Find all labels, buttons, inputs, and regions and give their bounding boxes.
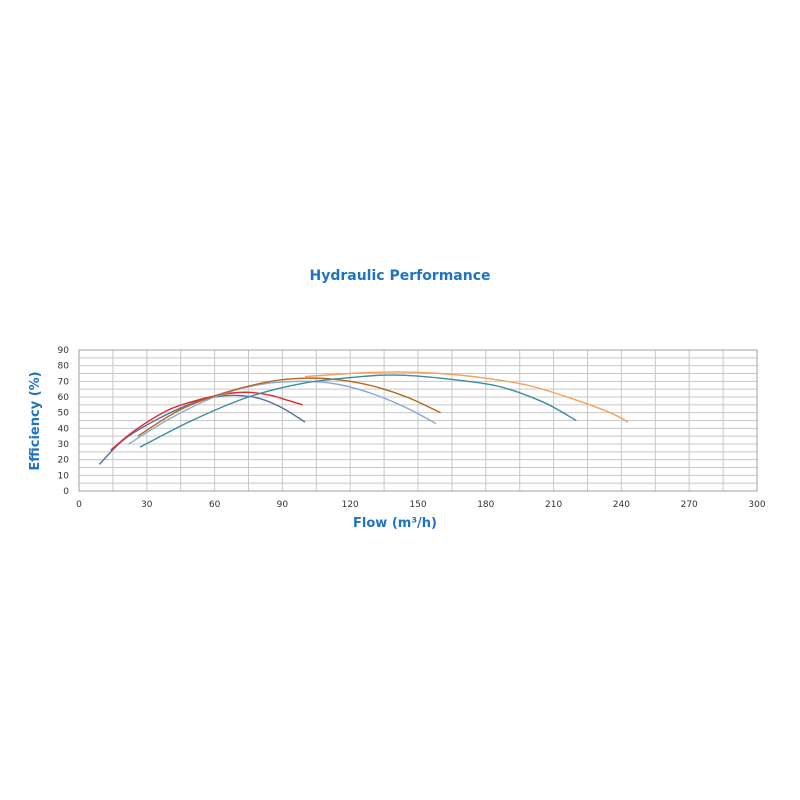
y-tick-label: 30 [58, 440, 70, 450]
y-tick-label: 10 [58, 471, 70, 481]
x-tick-label: 150 [409, 500, 426, 510]
x-tick-label: 90 [277, 500, 289, 510]
series-line-6 [304, 371, 629, 423]
x-tick-label: 240 [613, 500, 630, 510]
y-tick-label: 90 [58, 346, 70, 356]
series-line-3 [128, 380, 437, 445]
x-tick-label: 0 [76, 500, 82, 510]
y-tick-label: 40 [58, 424, 70, 434]
chart-title: Hydraulic Performance [309, 268, 491, 284]
y-tick-label: 0 [63, 487, 69, 497]
series-line-4 [137, 377, 441, 437]
y-tick-labels: 0 10 20 30 40 50 60 70 80 90 [58, 346, 70, 497]
x-tick-label: 180 [477, 500, 494, 510]
x-axis-label: Flow (m³/h) [353, 516, 437, 531]
chart-grid [78, 349, 758, 492]
x-tick-label: 60 [209, 500, 221, 510]
y-tick-label: 20 [58, 456, 70, 466]
y-tick-label: 60 [58, 393, 70, 403]
plot-frame [78, 349, 758, 492]
x-tick-label: 300 [748, 500, 765, 510]
y-axis-label: Efficiency (%) [28, 371, 43, 470]
x-tick-label: 210 [545, 500, 562, 510]
x-tick-label: 120 [342, 500, 359, 510]
y-tick-label: 70 [58, 377, 70, 387]
x-tick-label: 30 [141, 500, 153, 510]
x-tick-labels: 0 30 60 90 120 150 180 210 240 270 300 [76, 500, 766, 510]
series-line-1 [98, 394, 306, 465]
x-tick-label: 270 [681, 500, 698, 510]
y-tick-label: 50 [58, 409, 70, 419]
series-line-2 [110, 391, 303, 451]
y-tick-label: 80 [58, 362, 70, 372]
series-lines [98, 371, 629, 465]
series-line-5 [139, 374, 577, 448]
